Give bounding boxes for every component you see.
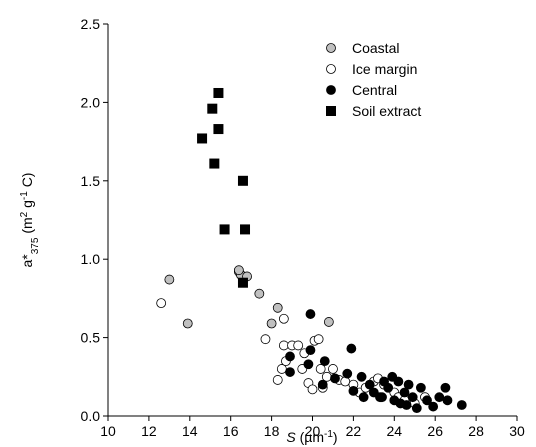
x-tick-label: 16 bbox=[223, 423, 239, 439]
x-tick-label: 14 bbox=[182, 423, 198, 439]
x-tick-label: 20 bbox=[305, 423, 321, 439]
point bbox=[293, 340, 304, 351]
point bbox=[254, 288, 265, 299]
point bbox=[272, 375, 283, 385]
y-label-part: 375 bbox=[30, 237, 41, 254]
legend-marker bbox=[326, 43, 336, 53]
point bbox=[411, 403, 422, 414]
point bbox=[342, 368, 353, 379]
point bbox=[240, 224, 251, 235]
point bbox=[272, 302, 283, 313]
y-tick-label: 1.5 bbox=[81, 173, 101, 189]
x-tick-label: 28 bbox=[468, 423, 484, 439]
point bbox=[213, 124, 224, 135]
legend-label: Ice margin bbox=[352, 61, 417, 77]
y-label-part: 2 bbox=[19, 211, 30, 217]
x-tick-label: 26 bbox=[427, 423, 443, 439]
point bbox=[328, 364, 338, 374]
point bbox=[428, 401, 439, 412]
y-label-part: (m bbox=[19, 217, 35, 237]
point bbox=[407, 392, 418, 403]
point bbox=[399, 387, 410, 398]
point bbox=[401, 400, 412, 410]
point bbox=[442, 395, 453, 406]
x-tick-label: 30 bbox=[509, 423, 525, 439]
y-tick-label: 1.0 bbox=[81, 251, 101, 267]
point bbox=[315, 364, 326, 374]
x-label-part: -1 bbox=[324, 429, 333, 440]
point bbox=[346, 343, 357, 354]
point bbox=[305, 309, 316, 319]
x-tick-label: 10 bbox=[100, 423, 116, 439]
point bbox=[219, 224, 230, 235]
x-tick-label: 22 bbox=[346, 423, 362, 439]
point bbox=[356, 371, 367, 382]
point bbox=[213, 87, 224, 98]
point bbox=[377, 392, 387, 403]
y-tick-label: 0.5 bbox=[81, 330, 101, 346]
point bbox=[303, 359, 314, 370]
point bbox=[307, 384, 318, 395]
point bbox=[313, 334, 324, 345]
point bbox=[440, 382, 451, 393]
x-tick-label: 18 bbox=[264, 423, 280, 439]
point bbox=[237, 277, 248, 288]
point bbox=[164, 274, 175, 285]
point bbox=[156, 298, 167, 309]
x-axis-label: S (µm-1) bbox=[286, 429, 337, 446]
y-axis-label: a*375 (m2 g-1 C) bbox=[19, 173, 41, 268]
point bbox=[266, 318, 277, 329]
point bbox=[383, 382, 394, 393]
y-label-part: g bbox=[19, 200, 35, 212]
point bbox=[393, 376, 404, 387]
y-label-part: a* bbox=[19, 254, 35, 268]
point bbox=[285, 351, 295, 362]
legend-label: Soil extract bbox=[352, 103, 421, 119]
point bbox=[323, 317, 334, 327]
point bbox=[278, 340, 289, 351]
point bbox=[285, 367, 295, 377]
point bbox=[260, 334, 271, 345]
point bbox=[358, 392, 369, 403]
point bbox=[197, 133, 208, 144]
legend-marker bbox=[326, 64, 336, 74]
point bbox=[348, 386, 359, 396]
legend-marker bbox=[326, 106, 336, 116]
y-tick-label: 2.5 bbox=[81, 16, 101, 32]
point bbox=[330, 373, 340, 384]
point bbox=[237, 175, 248, 186]
point bbox=[415, 382, 426, 393]
point bbox=[422, 395, 432, 406]
point bbox=[209, 158, 220, 169]
x-label-part: (µm bbox=[296, 429, 324, 445]
point bbox=[207, 103, 218, 114]
x-tick-label: 24 bbox=[387, 423, 403, 439]
x-label-part: S bbox=[286, 429, 296, 445]
point bbox=[364, 379, 375, 390]
y-label-part: -1 bbox=[19, 191, 30, 200]
point bbox=[233, 265, 244, 276]
legend-marker bbox=[326, 85, 336, 95]
y-label-part: C) bbox=[19, 173, 35, 192]
legend-label: Central bbox=[352, 82, 397, 98]
y-tick-label: 0.0 bbox=[81, 408, 101, 424]
legend-label: Coastal bbox=[352, 40, 399, 56]
x-label-part: ) bbox=[333, 429, 338, 445]
x-tick-label: 12 bbox=[141, 423, 157, 439]
point bbox=[182, 318, 193, 329]
point bbox=[319, 356, 330, 367]
point bbox=[456, 400, 467, 410]
point bbox=[403, 379, 414, 390]
point bbox=[317, 379, 328, 390]
y-tick-label: 2.0 bbox=[81, 94, 101, 110]
point bbox=[434, 392, 445, 403]
point bbox=[305, 345, 316, 356]
point bbox=[278, 313, 289, 324]
